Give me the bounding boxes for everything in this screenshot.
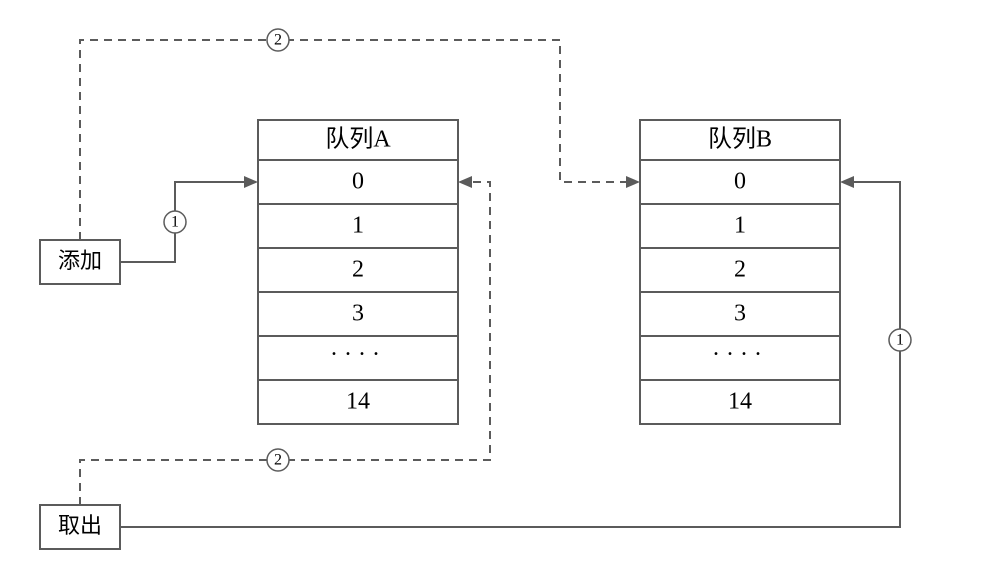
queueA-cell-label: 2 <box>352 257 364 283</box>
queueB-title: 队列B <box>708 126 772 153</box>
queueB-cell-label: 14 <box>728 389 752 415</box>
addBox: 添加 <box>40 240 120 284</box>
queueB-cell-label: 0 <box>734 169 746 195</box>
queueB-cell-label: 1 <box>734 213 746 239</box>
queueB: 队列B 0 1 2 3 ···· 14 <box>640 120 840 424</box>
queueB-cell-label: 3 <box>734 301 746 327</box>
addBox-label: 添加 <box>58 248 102 273</box>
connector-pop_dashed_to_A0: 2 <box>80 176 490 505</box>
badge-label-add_solid_to_A0: 1 <box>171 214 179 231</box>
queueA: 队列A 0 1 2 3 ···· 14 <box>258 120 458 424</box>
queueB-cell-label: ···· <box>712 342 768 368</box>
queueA-cell-label: ···· <box>330 342 386 368</box>
connector-add_solid_to_A0: 1 <box>120 176 258 262</box>
queueA-cell-label: 1 <box>352 213 364 239</box>
badge-label-pop_dashed_to_A0: 2 <box>274 452 282 469</box>
badge-label-pop_solid_to_B0: 1 <box>896 332 904 349</box>
queueA-cell-label: 14 <box>346 389 370 415</box>
popBox-label: 取出 <box>58 513 102 538</box>
queueA-title: 队列A <box>325 126 391 153</box>
queueA-cell-label: 0 <box>352 169 364 195</box>
queueA-cell-label: 3 <box>352 301 364 327</box>
queueB-cell-label: 2 <box>734 257 746 283</box>
popBox: 取出 <box>40 505 120 549</box>
badge-label-add_dashed_to_B0: 2 <box>274 32 282 49</box>
connector-pop_solid_to_B0: 1 <box>120 176 911 527</box>
